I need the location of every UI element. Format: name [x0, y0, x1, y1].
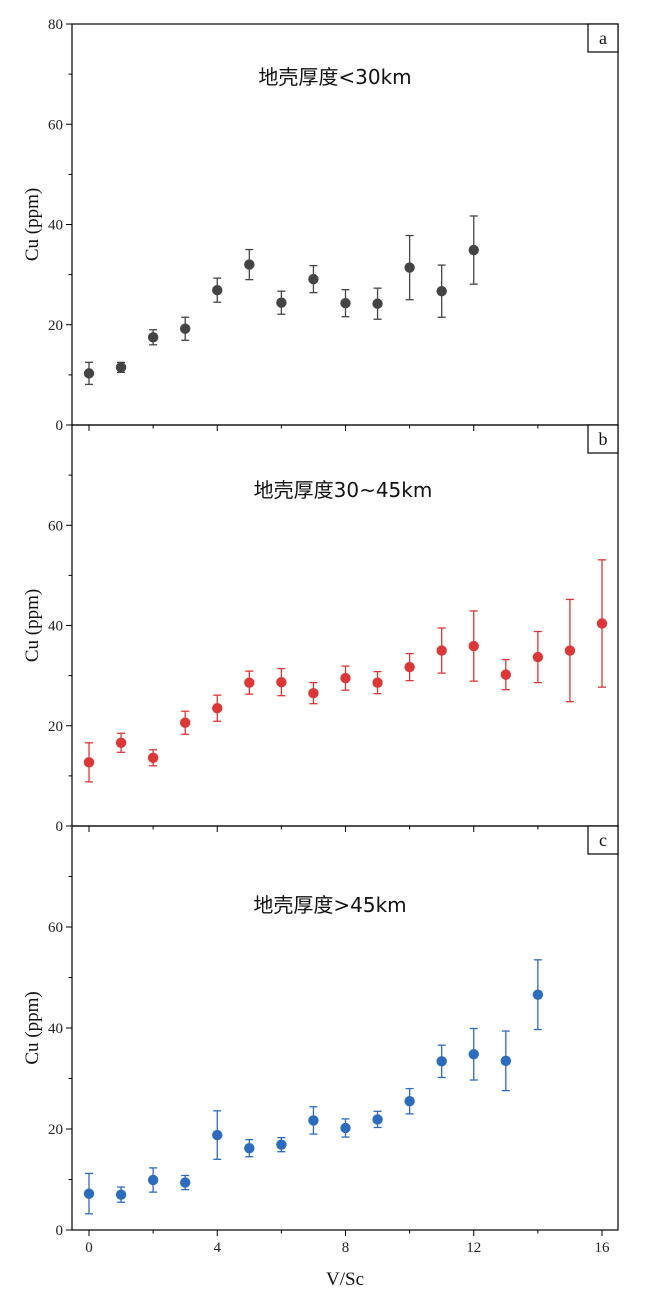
y-tick-label: 20: [48, 1122, 63, 1138]
data-point: [308, 687, 319, 699]
data-point: [83, 368, 95, 379]
data-point: [532, 651, 544, 663]
panel-title: 地壳厚度30~45km: [254, 478, 433, 502]
data-point: [372, 298, 383, 309]
data-point: [83, 757, 95, 768]
data-point: [179, 1177, 191, 1188]
data-point: [404, 661, 415, 673]
data-point: [276, 676, 287, 688]
data-point: [244, 259, 255, 270]
panel-letter: b: [599, 429, 608, 449]
panel-title: 地壳厚度>45km: [253, 893, 406, 917]
panel-a: 0 20 40 60 80 Cu (ppm) a 地壳厚度<30km: [22, 17, 619, 434]
data-point: [147, 332, 159, 343]
y-tick-label: 40: [48, 619, 63, 635]
data-point: [532, 989, 544, 1000]
data-point: [276, 297, 287, 308]
data-point: [147, 752, 159, 764]
data-point: [500, 1055, 512, 1067]
data-point: [244, 1142, 255, 1154]
x-tick-label: 0: [85, 1240, 93, 1256]
y-tick-label: 0: [56, 819, 64, 835]
y-tick-label: 60: [48, 117, 63, 133]
y-tick-label: 0: [56, 418, 64, 434]
data-point: [372, 1114, 383, 1125]
data-point: [404, 1096, 415, 1107]
data-point: [308, 273, 319, 285]
data-point: [468, 244, 479, 256]
y-axis-label: Cu (ppm): [22, 589, 43, 662]
data-point: [212, 703, 223, 714]
x-tick-label: 12: [466, 1240, 481, 1256]
panel-title: 地壳厚度<30km: [258, 65, 411, 89]
data-point: [115, 1189, 127, 1200]
y-tick-label: 60: [48, 920, 63, 936]
data-point: [564, 645, 576, 656]
data-point: [83, 1188, 95, 1199]
y-tick-label: 60: [48, 518, 63, 534]
plot-frame: [71, 825, 619, 1231]
data-point: [115, 737, 127, 748]
panel-letter-box: [587, 23, 619, 53]
data-series: [83, 215, 479, 386]
y-tick-label: 20: [48, 719, 63, 735]
y-axis-label: Cu (ppm): [22, 991, 43, 1064]
data-point: [276, 1139, 287, 1150]
panel-letter: a: [599, 28, 607, 48]
panel-b: 0 20 40 60 Cu (ppm) b 地壳厚度30~45km: [22, 424, 619, 835]
data-point: [179, 323, 191, 334]
y-tick-label: 80: [48, 17, 63, 33]
data-point: [468, 640, 479, 652]
x-tick-label: 8: [342, 1240, 350, 1256]
data-point: [340, 297, 351, 309]
data-point: [244, 677, 255, 688]
data-point: [436, 645, 447, 656]
data-series: [83, 559, 608, 783]
panel-c: 0 20 40 60 0 4 8 12 16 V/Sc Cu (ppm) c 地壳厚度>45km: [22, 825, 619, 1290]
data-point: [500, 669, 512, 680]
x-axis-label: V/Sc: [326, 1269, 364, 1290]
panel-letter-box: [587, 424, 619, 454]
data-point: [436, 1056, 447, 1067]
data-point: [596, 618, 608, 629]
data-point: [147, 1174, 159, 1186]
data-point: [308, 1115, 319, 1126]
panel-letter-box: [587, 825, 619, 855]
y-tick-label: 0: [56, 1223, 64, 1239]
data-point: [468, 1049, 479, 1060]
data-point: [115, 362, 127, 373]
data-point: [340, 672, 351, 684]
data-point: [404, 262, 415, 273]
x-tick-label: 16: [595, 1240, 611, 1256]
data-point: [340, 1122, 351, 1134]
data-series: [83, 959, 544, 1215]
data-point: [212, 1129, 223, 1141]
data-point: [212, 284, 223, 296]
x-tick-label: 4: [214, 1240, 222, 1256]
data-point: [436, 285, 447, 297]
y-tick-label: 40: [48, 1021, 63, 1037]
y-axis-label: Cu (ppm): [22, 188, 43, 261]
panel-letter: c: [599, 830, 607, 850]
data-point: [179, 717, 191, 728]
y-tick-label: 40: [48, 218, 63, 234]
y-tick-label: 20: [48, 318, 63, 334]
data-point: [372, 677, 383, 688]
